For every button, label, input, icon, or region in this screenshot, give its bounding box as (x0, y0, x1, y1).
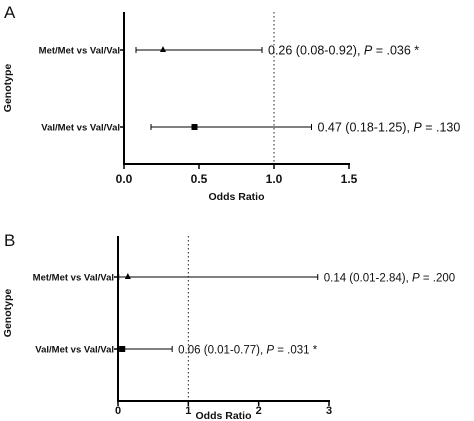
point-estimate-square (119, 346, 126, 352)
annotation-p-symbol: P (266, 345, 274, 357)
x-tick-label: 0.0 (116, 172, 133, 186)
annotation-p-symbol: P (364, 44, 373, 58)
estimate-annotation: 0.47 (0.18-1.25), P = .130 (318, 121, 461, 135)
x-tick-label: 2 (256, 405, 262, 417)
annotation-p-value: = .031 * (274, 345, 318, 357)
x-tick-label: 0 (115, 405, 121, 417)
row-label: Met/Met vs Val/Val (33, 273, 114, 284)
annotation-p-value: = .130 (422, 121, 461, 135)
x-tick-label: 1.5 (341, 172, 358, 186)
annotation-p-value: = .200 (420, 273, 456, 285)
y-axis-title: Genotype (2, 289, 14, 338)
row-label: Val/Met vs Val/Val (35, 345, 114, 356)
estimate-annotation: 0.06 (0.01-0.77), P = .031 * (178, 345, 318, 357)
x-tick-label: 1 (185, 405, 191, 417)
annotation-p-symbol: P (412, 273, 420, 285)
x-tick-label: 0.5 (191, 172, 208, 186)
panel-b: B Genotype 0 1 2 3 Odds Ratio Met/Met vs Val/Va… (2, 231, 455, 421)
y-axis-title: Genotype (2, 64, 14, 113)
point-estimate-square (191, 124, 198, 130)
panel-letter: A (4, 3, 16, 22)
panel-letter: B (4, 231, 15, 250)
row-label: Val/Met vs Val/Val (41, 123, 120, 134)
annotation-estimate: 0.26 (0.08-0.92), (268, 44, 364, 58)
point-estimate-triangle (124, 273, 131, 279)
x-axis-title: Odds Ratio (208, 191, 264, 203)
row-label: Met/Met vs Val/Val (39, 46, 120, 57)
panel-a: A Genotype 0.0 0.5 1.0 1.5 Odds Ratio Met/Met v… (2, 3, 460, 203)
estimate-annotation: 0.26 (0.08-0.92), P = .036 * (268, 44, 419, 58)
annotation-p-value: = .036 * (372, 44, 419, 58)
annotation-estimate: 0.47 (0.18-1.25), (318, 121, 414, 135)
annotation-estimate: 0.14 (0.01-2.84), (324, 273, 412, 285)
x-tick-label: 1.0 (266, 172, 283, 186)
point-estimate-triangle (160, 46, 166, 52)
annotation-p-symbol: P (413, 121, 422, 135)
annotation-estimate: 0.06 (0.01-0.77), (178, 345, 266, 357)
x-tick-label: 3 (326, 405, 332, 417)
estimate-annotation: 0.14 (0.01-2.84), P = .200 (324, 273, 455, 285)
x-axis-title: Odds Ratio (195, 410, 251, 421)
